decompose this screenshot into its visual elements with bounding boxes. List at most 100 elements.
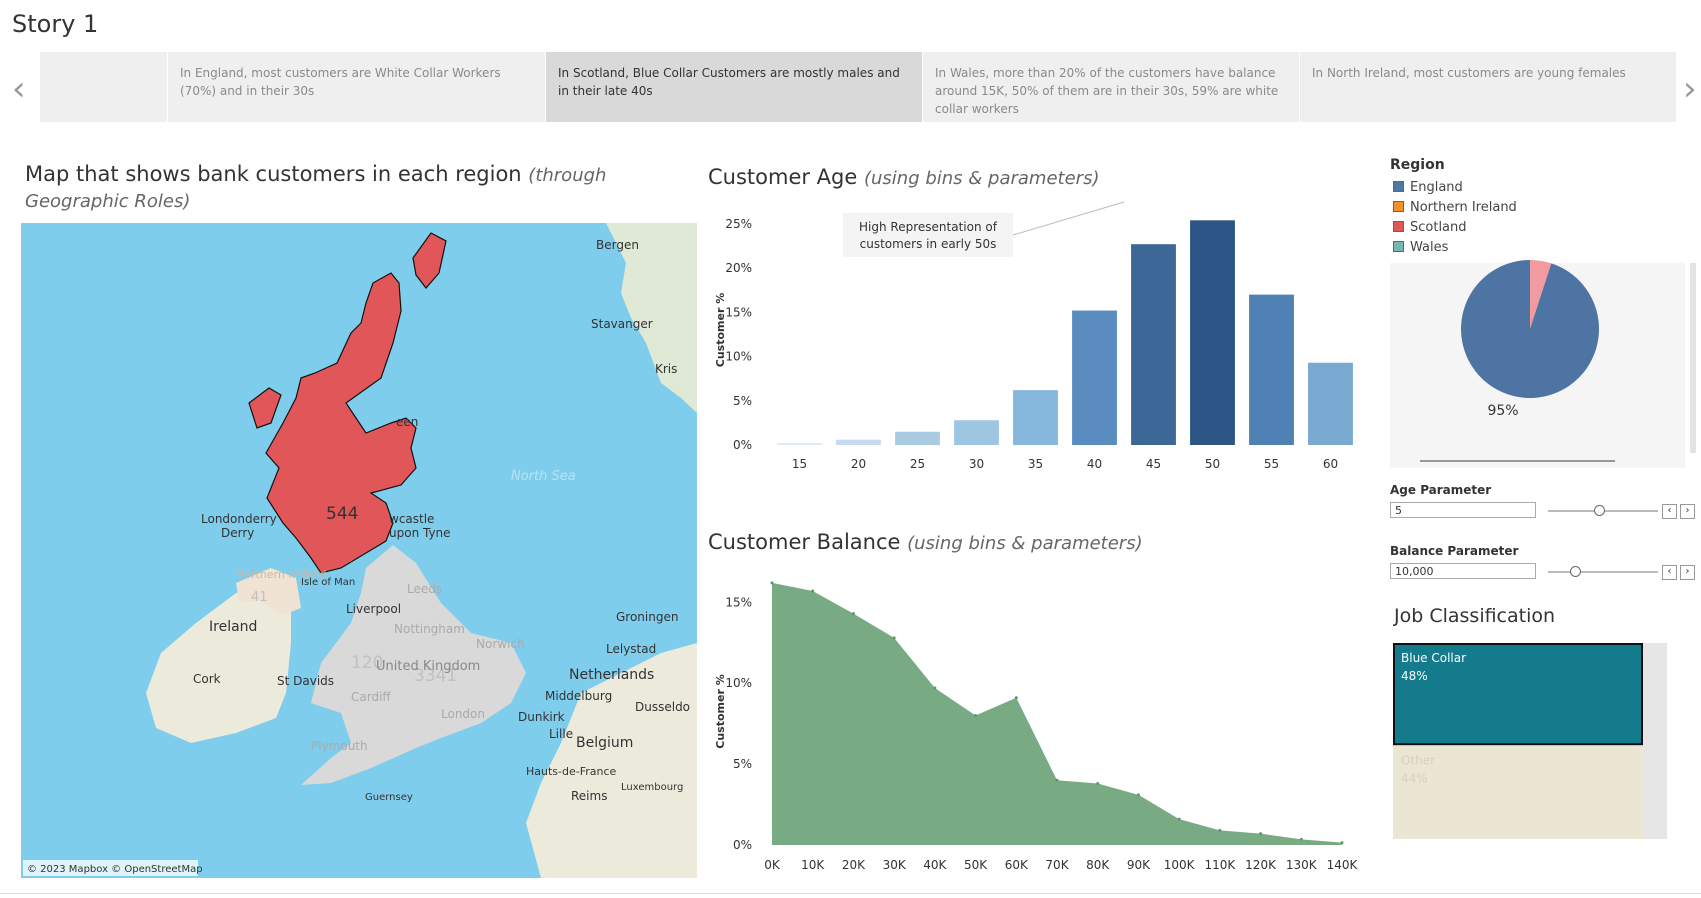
place-dusseldorf: Dusseldo <box>635 700 690 714</box>
age-bar[interactable] <box>1249 294 1294 445</box>
age-bar[interactable] <box>1308 362 1353 445</box>
region-map[interactable]: 544 120 3341 41 Bergen Stavanger Kris ee… <box>21 223 697 878</box>
age-chart-subtitle: (using bins & parameters) <box>863 168 1100 189</box>
chevron-left-icon[interactable]: ‹ <box>12 69 26 109</box>
age-slider-knob[interactable] <box>1594 505 1605 516</box>
pie-slice-scotland[interactable] <box>1530 260 1552 329</box>
balance-area-chart[interactable]: 0% 5% 10% 15% Customer % 0K 10K 20K 30K 40K 50K 60K… <box>700 570 1390 888</box>
x-tick-label: 130K <box>1286 858 1318 872</box>
chevron-right-icon[interactable]: › <box>1683 69 1697 109</box>
balance-parameter-input[interactable] <box>1390 563 1536 579</box>
x-tick-label: 110K <box>1204 858 1236 872</box>
x-tick-label: 55 <box>1264 457 1279 471</box>
balance-point <box>933 686 937 690</box>
x-tick-label: 60 <box>1323 457 1338 471</box>
y-tick-label: 25% <box>725 217 752 231</box>
x-tick-label: 140K <box>1327 858 1359 872</box>
place-leeds: Leeds <box>407 582 442 596</box>
annotation-line-2: customers in early 50s <box>860 237 997 251</box>
story-point-4[interactable]: In Wales, more than 20% of the customers… <box>923 52 1300 122</box>
age-parameter-input[interactable] <box>1390 502 1536 518</box>
treemap-scrollbar <box>1643 643 1667 839</box>
x-tick-label: 100K <box>1164 858 1196 872</box>
balance-slider-knob[interactable] <box>1570 566 1581 577</box>
age-bar[interactable] <box>836 439 881 445</box>
age-parameter-label: Age Parameter <box>1390 483 1492 497</box>
treemap-cell-blue-collar[interactable] <box>1393 643 1643 746</box>
place-bergen: Bergen <box>596 238 639 252</box>
place-luxembourg: Luxembourg <box>621 782 683 793</box>
annotation-line-1: High Representation of <box>859 220 998 234</box>
map-subtitle: (through Geographic Roles) <box>25 165 607 212</box>
balance-point <box>1014 696 1018 700</box>
balance-slider-track[interactable] <box>1548 571 1658 573</box>
legend-item-england[interactable]: England <box>1393 180 1463 195</box>
place-northern-ireland: Northern Ireland <box>236 568 326 581</box>
treemap-cell-other[interactable] <box>1393 745 1643 839</box>
age-bar[interactable] <box>895 431 940 445</box>
x-tick-label: 90K <box>1127 858 1151 872</box>
pie-slice-england[interactable] <box>1461 260 1599 398</box>
legend-swatch <box>1393 221 1404 232</box>
western-isles[interactable] <box>248 387 282 429</box>
region-pie-chart[interactable]: 5% 95% <box>1390 258 1690 458</box>
northern-ireland-region[interactable] <box>236 568 301 615</box>
annotation-box <box>843 213 1013 257</box>
balance-point <box>1177 817 1181 821</box>
balance-parameter-label: Balance Parameter <box>1390 544 1519 558</box>
balance-increment-button[interactable]: › <box>1680 565 1695 580</box>
attribution-bg <box>23 860 198 876</box>
story-point-2[interactable]: In England, most customers are White Col… <box>168 52 546 122</box>
place-netherlands: Netherlands <box>569 667 654 683</box>
place-north-sea: North Sea <box>511 469 576 484</box>
england-wales-region[interactable] <box>301 545 526 785</box>
shetland-islands[interactable] <box>412 232 447 289</box>
balance-point <box>1340 841 1344 845</box>
x-tick-label: 80K <box>1086 858 1110 872</box>
map-title-text: Map that shows bank customers in each re… <box>25 162 522 186</box>
age-bar[interactable] <box>1131 244 1176 445</box>
x-tick-label: 40K <box>923 858 947 872</box>
balance-chart-subtitle: (using bins & parameters) <box>907 533 1143 554</box>
story-point-5[interactable]: In North Ireland, most customers are you… <box>1300 52 1677 122</box>
pie-scrollbar[interactable] <box>1690 263 1696 453</box>
y-tick-label: 15% <box>725 305 752 319</box>
age-bar[interactable] <box>1013 390 1058 445</box>
age-bar[interactable] <box>954 420 999 445</box>
balance-point <box>1218 828 1222 832</box>
job-title: Job Classification <box>1394 605 1556 627</box>
age-increment-button[interactable]: › <box>1680 504 1695 519</box>
balance-point <box>1299 837 1303 841</box>
age-bar[interactable] <box>777 443 822 445</box>
balance-point <box>1259 832 1263 836</box>
treemap-selection-outline <box>1393 643 1643 746</box>
legend-label: Wales <box>1410 240 1449 255</box>
age-bar[interactable] <box>1190 220 1235 445</box>
age-bar[interactable] <box>1072 310 1117 445</box>
legend-item-scotland[interactable]: Scotland <box>1393 220 1467 235</box>
legend-item-wales[interactable]: Wales <box>1393 240 1448 255</box>
age-bar-chart[interactable]: 0% 5% 10% 15% 20% 25% Customer % 15 20 25 30 35 40 45… <box>700 200 1380 520</box>
x-tick-label: 50K <box>964 858 988 872</box>
balance-point <box>811 589 815 593</box>
x-tick-label: 120K <box>1245 858 1277 872</box>
pie-hscroll[interactable] <box>1420 460 1615 462</box>
x-tick-label: 15 <box>792 457 807 471</box>
balance-decrement-button[interactable]: ‹ <box>1662 565 1677 580</box>
balance-area[interactable] <box>772 582 1342 845</box>
place-upon-tyne: upon Tyne <box>389 526 451 540</box>
job-treemap[interactable]: Blue Collar 48% Other 44% <box>1393 643 1673 843</box>
place-plymouth: Plymouth <box>311 739 368 753</box>
story-point-1[interactable] <box>40 52 168 122</box>
legend-item-northern-ireland[interactable]: Northern Ireland <box>1393 200 1517 215</box>
scotland-region[interactable] <box>265 272 417 574</box>
story-point-3[interactable]: In Scotland, Blue Collar Customers are m… <box>546 52 923 122</box>
place-cork: Cork <box>193 672 221 686</box>
age-decrement-button[interactable]: ‹ <box>1662 504 1677 519</box>
treemap-value: 48% <box>1401 669 1428 683</box>
x-tick-label: 50 <box>1205 457 1220 471</box>
place-reims: Reims <box>571 789 607 803</box>
map-canvas[interactable]: 544 120 3341 41 Bergen Stavanger Kris ee… <box>21 223 697 878</box>
place-middelburg: Middelburg <box>545 689 612 703</box>
map-attribution[interactable]: © 2023 Mapbox © OpenStreetMap <box>27 864 203 875</box>
